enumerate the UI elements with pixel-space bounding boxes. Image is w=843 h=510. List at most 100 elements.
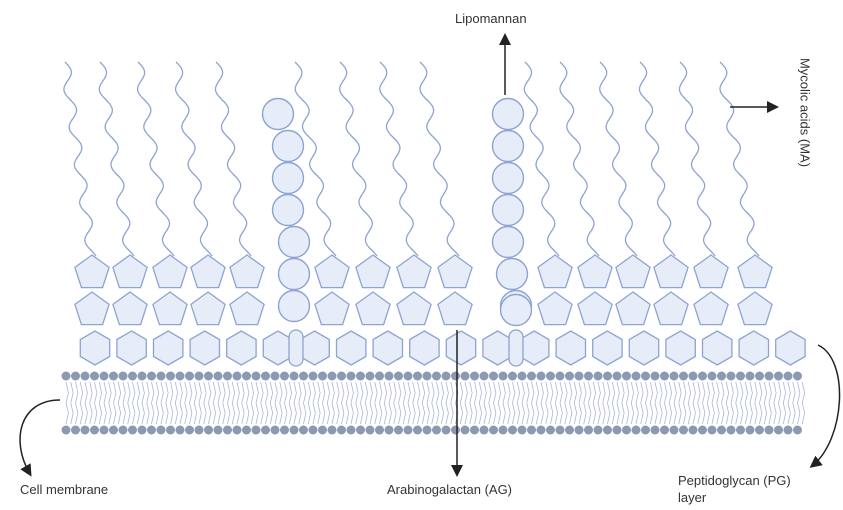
pentagon — [738, 292, 772, 325]
mycolic-chain — [524, 62, 559, 256]
lipid-head — [176, 426, 185, 435]
lipid-head — [508, 426, 517, 435]
stalk — [289, 330, 303, 366]
lipid-head — [318, 372, 327, 381]
lipid-head — [261, 426, 270, 435]
mycolic-chain — [216, 62, 252, 256]
lipid-head — [81, 426, 90, 435]
mannose — [279, 259, 310, 290]
lipid-head — [698, 372, 707, 381]
lipid-head — [442, 426, 451, 435]
hexagon — [80, 331, 109, 365]
lipid-head — [679, 372, 688, 381]
pentagon — [438, 292, 472, 325]
mannose — [273, 163, 304, 194]
lipid-head — [119, 372, 128, 381]
lipid-head — [727, 426, 736, 435]
mycolic-chain — [560, 62, 599, 256]
hexagon — [337, 331, 366, 365]
lipid-head — [670, 426, 679, 435]
lipid-head — [100, 426, 109, 435]
lipid-head — [185, 426, 194, 435]
lipid-head — [309, 426, 318, 435]
lipid-head — [480, 426, 489, 435]
lipid-head — [204, 372, 213, 381]
lipid-head — [328, 426, 337, 435]
mycolic-chain — [640, 62, 676, 256]
mannose — [501, 295, 532, 326]
hexagon — [373, 331, 402, 365]
label: Mycolic acids (MA) — [797, 43, 814, 183]
lipid-head — [271, 372, 280, 381]
hexagon — [776, 331, 805, 365]
lipid-head — [603, 372, 612, 381]
label: Arabinogalactan (AG) — [387, 481, 512, 498]
lipid-head — [622, 372, 631, 381]
lipid-head — [442, 372, 451, 381]
lipid-head — [128, 372, 137, 381]
mannose — [493, 99, 524, 130]
mycolic-chain — [295, 62, 336, 256]
lipid-head — [223, 426, 232, 435]
mycolic-chain — [176, 62, 212, 256]
mycolic-chain — [720, 62, 759, 256]
lipid-head — [119, 426, 128, 435]
lipid-head — [385, 426, 394, 435]
lipid-head — [556, 426, 565, 435]
lipid-head — [252, 372, 261, 381]
lipid-head — [489, 426, 498, 435]
label: Cell membrane — [20, 481, 108, 498]
lipid-head — [622, 426, 631, 435]
diagram: Lipomannan Mycolic acids (MA) Cell membr… — [0, 0, 843, 510]
lipid-head — [508, 372, 517, 381]
lipid-head — [765, 372, 774, 381]
pentagon — [191, 255, 225, 288]
lipid-head — [461, 372, 470, 381]
pentagon — [538, 292, 572, 325]
lipid-head — [62, 426, 71, 435]
shapes — [62, 62, 806, 435]
lipid-head — [489, 372, 498, 381]
lipid-head — [537, 426, 546, 435]
lipid-head — [356, 426, 365, 435]
lipid-head — [651, 372, 660, 381]
lipid-head — [176, 372, 185, 381]
lipid-head — [195, 426, 204, 435]
lipid-head — [584, 426, 593, 435]
hexagon — [483, 331, 512, 365]
lipid-head — [100, 372, 109, 381]
lipid-head — [793, 426, 802, 435]
lipid-head — [632, 426, 641, 435]
lipid-head — [565, 426, 574, 435]
pentagon — [315, 255, 349, 288]
lipid-head — [214, 426, 223, 435]
hexagon — [410, 331, 439, 365]
lipid-head — [109, 372, 118, 381]
lipid-head — [166, 372, 175, 381]
pentagon — [153, 292, 187, 325]
pentagon — [356, 255, 390, 288]
lipid-head — [423, 426, 432, 435]
lipid-head — [679, 426, 688, 435]
hexagon — [520, 331, 549, 365]
lipid-head — [717, 426, 726, 435]
lipid-tails — [66, 382, 805, 424]
hexagon — [556, 331, 585, 365]
mannose — [493, 131, 524, 162]
mannose — [273, 195, 304, 226]
lipid-head — [157, 372, 166, 381]
lipid-head — [62, 372, 71, 381]
pentagon — [694, 292, 728, 325]
lipid-head — [271, 426, 280, 435]
lipid-head — [252, 426, 261, 435]
lipid-head — [755, 372, 764, 381]
lipid-head — [613, 372, 622, 381]
label: Peptidoglycan (PG) layer — [678, 472, 808, 506]
lipid-head — [470, 426, 479, 435]
pentagon — [75, 255, 109, 288]
lipid-head — [157, 426, 166, 435]
lipid-head — [147, 372, 156, 381]
lipid-head — [347, 426, 356, 435]
hexagon — [190, 331, 219, 365]
pentagon — [654, 292, 688, 325]
